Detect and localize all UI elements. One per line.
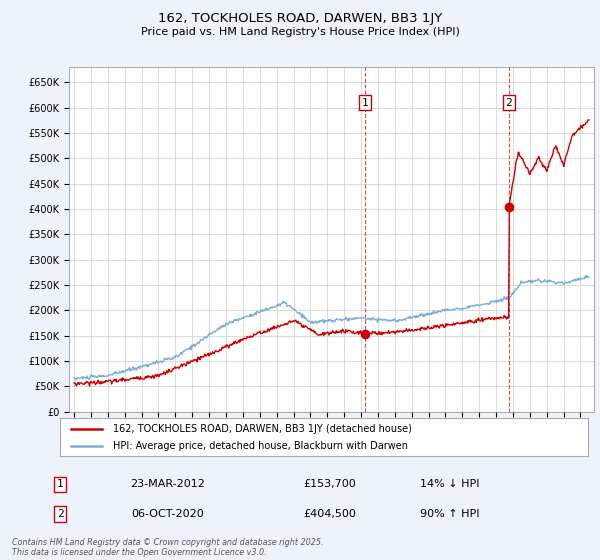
Text: 162, TOCKHOLES ROAD, DARWEN, BB3 1JY (detached house): 162, TOCKHOLES ROAD, DARWEN, BB3 1JY (de… — [113, 424, 412, 434]
Text: 2: 2 — [506, 97, 512, 108]
Text: 06-OCT-2020: 06-OCT-2020 — [131, 509, 205, 519]
Text: HPI: Average price, detached house, Blackburn with Darwen: HPI: Average price, detached house, Blac… — [113, 441, 408, 451]
Text: 2: 2 — [56, 509, 64, 519]
Text: 14% ↓ HPI: 14% ↓ HPI — [420, 479, 480, 489]
Text: Contains HM Land Registry data © Crown copyright and database right 2025.
This d: Contains HM Land Registry data © Crown c… — [12, 538, 323, 557]
Text: 1: 1 — [56, 479, 64, 489]
Text: 90% ↑ HPI: 90% ↑ HPI — [420, 509, 480, 519]
Text: £153,700: £153,700 — [304, 479, 356, 489]
Text: 162, TOCKHOLES ROAD, DARWEN, BB3 1JY: 162, TOCKHOLES ROAD, DARWEN, BB3 1JY — [158, 12, 442, 25]
Text: £404,500: £404,500 — [304, 509, 356, 519]
Text: 23-MAR-2012: 23-MAR-2012 — [131, 479, 205, 489]
Text: Price paid vs. HM Land Registry's House Price Index (HPI): Price paid vs. HM Land Registry's House … — [140, 27, 460, 37]
Text: 1: 1 — [361, 97, 368, 108]
